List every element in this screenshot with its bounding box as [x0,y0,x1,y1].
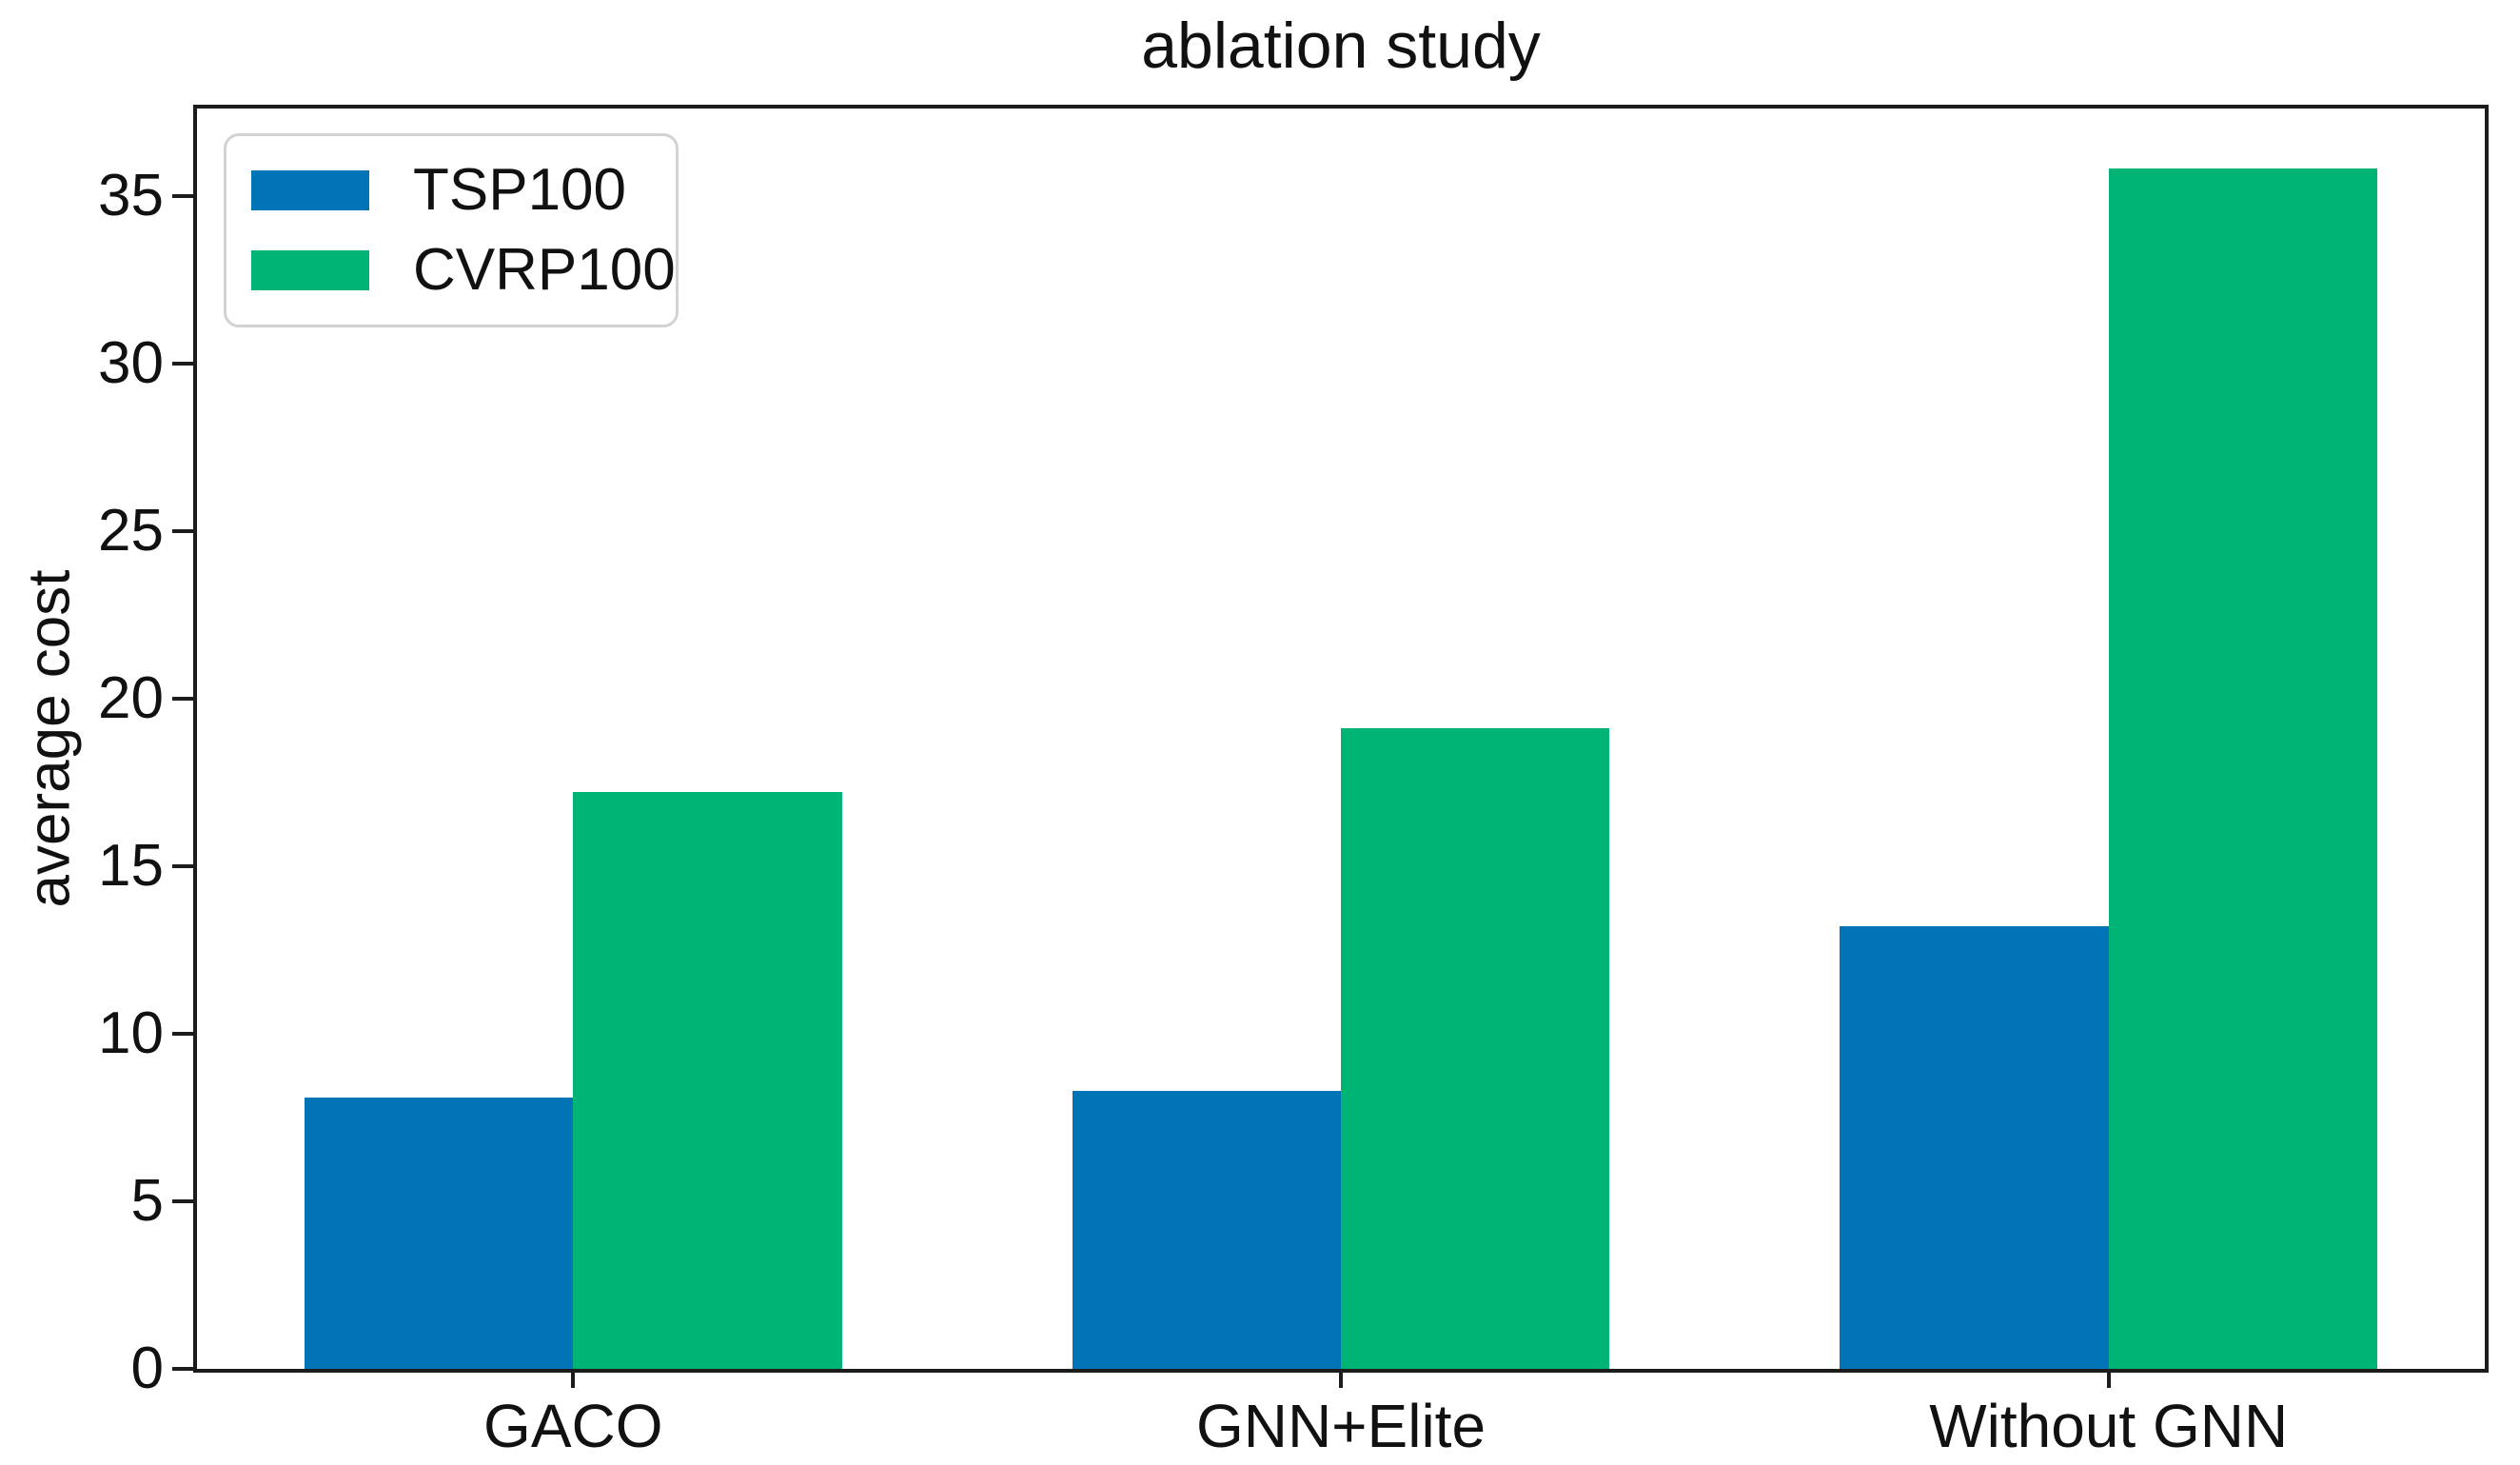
x-tick-label-gaco: GACO [483,1392,663,1460]
x-tick-label-without-gnn: Without GNN [1929,1392,2289,1460]
x-tick-mark [1339,1373,1343,1388]
y-tick-mark [172,696,193,701]
y-tick-label: 35 [98,162,164,228]
y-tick-label: 30 [98,329,164,396]
legend-swatch-tsp100 [251,170,369,210]
legend-label-tsp100: TSP100 [413,157,627,223]
y-tick-label: 5 [130,1167,164,1234]
bar-cvrp100-without-gnn [2108,168,2378,1369]
y-tick-mark [172,863,193,868]
x-tick-label-gnn-elite: GNN+Elite [1195,1392,1486,1460]
chart-title: ablation study [1141,10,1541,82]
x-tick-mark [2106,1373,2111,1388]
legend-row-cvrp100: CVRP100 [251,239,676,302]
y-tick-mark [172,1031,193,1036]
x-tick-mark [571,1373,576,1388]
bar-tsp100-without-gnn [1840,926,2109,1369]
legend-swatch-cvrp100 [251,250,369,290]
y-tick-mark [172,193,193,198]
y-tick-mark [172,1367,193,1371]
bar-cvrp100-gaco [573,792,842,1369]
bar-tsp100-gaco [304,1097,574,1369]
y-tick-label: 20 [98,664,164,731]
y-tick-label: 10 [98,1000,164,1066]
y-tick-label: 0 [130,1336,164,1401]
legend: TSP100 CVRP100 [224,133,679,327]
legend-row-tsp100: TSP100 [251,159,651,222]
y-tick-mark [172,1198,193,1203]
bar-tsp100-gnn-elite [1072,1090,1341,1369]
y-tick-label: 25 [98,497,164,564]
y-tick-mark [172,361,193,366]
y-tick-label: 15 [98,832,164,899]
legend-label-cvrp100: CVRP100 [413,237,676,303]
y-tick-mark [172,528,193,533]
bar-cvrp100-gnn-elite [1341,728,1610,1369]
